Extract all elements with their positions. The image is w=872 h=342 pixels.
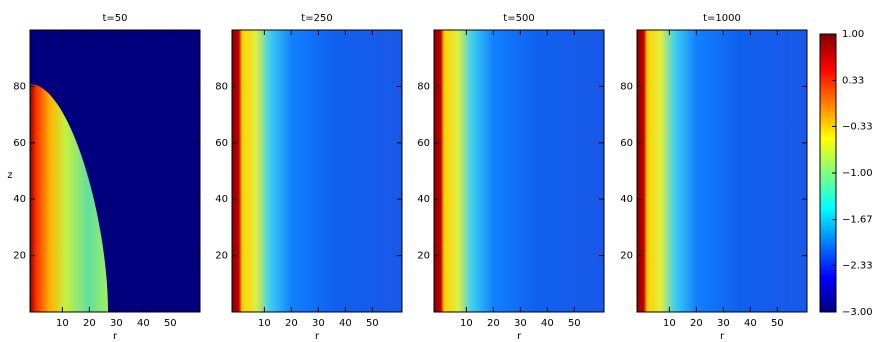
y-tick-label: 20: [215, 251, 228, 262]
x-tick-label: 50: [568, 318, 581, 329]
y-tick-label: 40: [215, 194, 228, 205]
x-axis-label: r: [113, 331, 118, 342]
x-axis-label: r: [517, 331, 522, 342]
y-tick-label: 80: [13, 81, 26, 92]
x-tick-label: 10: [56, 318, 69, 329]
heatmap-field: [637, 30, 807, 312]
y-tick-label: 60: [13, 138, 26, 149]
x-tick-label: 10: [663, 318, 676, 329]
y-tick-label: 80: [215, 81, 228, 92]
panel-title: t=1000: [703, 13, 741, 24]
x-tick-label: 40: [137, 318, 150, 329]
plot-frame: [636, 29, 808, 313]
x-tick-label: 30: [312, 318, 325, 329]
y-tick-label: 60: [620, 138, 633, 149]
x-tick-label: 40: [541, 318, 554, 329]
y-tick-label: 40: [13, 194, 26, 205]
x-tick-label: 30: [717, 318, 730, 329]
x-tick-label: 40: [744, 318, 757, 329]
x-tick-label: 30: [514, 318, 527, 329]
heatmap-field: [232, 30, 402, 312]
colorbar-tick-label: −1.00: [842, 168, 872, 179]
panel-title: t=250: [301, 13, 332, 24]
colorbar-tick-label: 1.00: [842, 29, 864, 40]
x-tick-label: 10: [258, 318, 271, 329]
colorbar-tick-label: −1.67: [842, 215, 872, 226]
y-tick-label: 80: [620, 81, 633, 92]
colorbar-tick-label: −3.00: [842, 307, 872, 318]
x-axis-label: r: [720, 331, 725, 342]
x-tick-label: 50: [164, 318, 177, 329]
x-tick-label: 20: [285, 318, 298, 329]
y-axis-label: z: [7, 170, 12, 181]
x-tick-label: 20: [487, 318, 500, 329]
panel-title: t=50: [102, 13, 127, 24]
y-tick-label: 20: [620, 251, 633, 262]
y-tick-label: 20: [417, 251, 430, 262]
colorbar-tick-label: −0.33: [842, 121, 872, 132]
x-tick-label: 40: [339, 318, 352, 329]
x-tick-label: 20: [690, 318, 703, 329]
x-tick-label: 10: [460, 318, 473, 329]
y-tick-label: 40: [620, 194, 633, 205]
plot-frame: [231, 29, 403, 313]
colorbar-tick-label: −2.33: [842, 260, 872, 271]
x-tick-label: 30: [110, 318, 123, 329]
x-axis-label: r: [315, 331, 320, 342]
heatmap-field: [434, 30, 604, 312]
x-tick-label: 20: [83, 318, 96, 329]
y-tick-label: 80: [417, 81, 430, 92]
y-tick-label: 60: [215, 138, 228, 149]
colorbar-tick-label: 0.33: [842, 76, 864, 87]
y-tick-label: 60: [417, 138, 430, 149]
x-tick-label: 50: [771, 318, 784, 329]
panel-title: t=500: [503, 13, 534, 24]
y-tick-label: 20: [13, 251, 26, 262]
plot-frame: [433, 29, 605, 313]
x-tick-label: 50: [366, 318, 379, 329]
heatmap-field: [30, 84, 108, 312]
y-tick-label: 40: [417, 194, 430, 205]
plot-frame: [29, 29, 201, 313]
